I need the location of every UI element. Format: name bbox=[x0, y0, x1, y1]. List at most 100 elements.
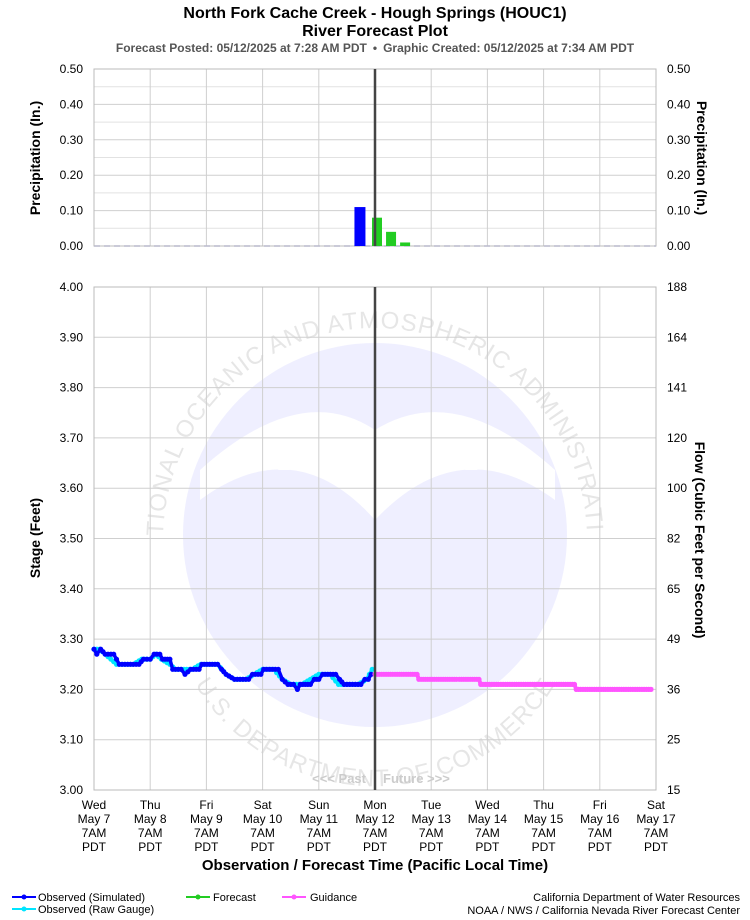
series-point-guidance bbox=[648, 686, 654, 693]
flow-y-tick-label: 120 bbox=[667, 431, 687, 445]
series-point-observed-simulated bbox=[196, 666, 202, 672]
precip-bar bbox=[372, 217, 382, 246]
legend-observed-simulated: Observed (Simulated) bbox=[12, 892, 145, 904]
chart-meta-line: Forecast Posted: 05/12/2025 at 7:28 AM P… bbox=[116, 41, 635, 55]
stage-y-tick-label: 3.60 bbox=[60, 481, 84, 495]
x-tick-label: Fri May 16 7AM PDT bbox=[580, 798, 620, 854]
precip-left-axis-title: Precipitation (In.) bbox=[27, 101, 43, 215]
precip-y-tick-label-right: 0.10 bbox=[667, 204, 691, 218]
precip-y-tick-label: 0.10 bbox=[60, 204, 84, 218]
future-label: Future >>> bbox=[383, 771, 450, 786]
legend-forecast: Forecast bbox=[186, 892, 256, 904]
precip-y-tick-label-right: 0.20 bbox=[667, 168, 691, 182]
precip-y-tick-label: 0.30 bbox=[60, 133, 84, 147]
flow-y-tick-label: 141 bbox=[667, 381, 687, 395]
precip-y-tick-label-right: 0.40 bbox=[667, 97, 691, 111]
series-point-observed-simulated bbox=[365, 676, 371, 682]
precip-right-axis-title: Precipitation (In.) bbox=[694, 101, 710, 215]
series-point-observed-simulated bbox=[368, 671, 374, 677]
series-point-observed-simulated bbox=[157, 651, 163, 657]
precip-y-tick-label-right: 0.30 bbox=[667, 133, 691, 147]
stage-y-tick-label: 3.90 bbox=[60, 330, 84, 344]
series-point-observed-simulated bbox=[275, 666, 281, 672]
legend-marker-guidance bbox=[291, 894, 297, 900]
stage-y-tick-label: 3.20 bbox=[60, 682, 84, 696]
credit-noaa: NOAA / NWS / California Nevada River For… bbox=[467, 905, 740, 917]
precip-y-tick-label: 0.40 bbox=[60, 97, 84, 111]
precip-y-tick-label-right: 0.00 bbox=[667, 239, 691, 253]
series-point-observed-simulated bbox=[111, 651, 117, 657]
meta-separator: • bbox=[373, 41, 377, 55]
x-tick-label: Sat May 17 7AM PDT bbox=[636, 798, 676, 854]
legend-label-guidance: Guidance bbox=[310, 892, 357, 904]
x-tick-label: Sun May 11 7AM PDT bbox=[300, 798, 339, 854]
series-point-guidance bbox=[571, 681, 578, 688]
flow-y-tick-label: 100 bbox=[667, 481, 687, 495]
precip-bar bbox=[354, 207, 366, 246]
series-point-observed-simulated bbox=[333, 671, 339, 677]
legend-label-observed-simulated: Observed (Simulated) bbox=[38, 892, 145, 904]
series-point-observed-simulated bbox=[178, 666, 184, 672]
stage-y-tick-label: 3.00 bbox=[60, 783, 84, 797]
series-point-observed-simulated bbox=[294, 686, 300, 693]
flow-axis-title: Flow (Cubic Feet per Second) bbox=[692, 442, 708, 639]
x-axis-title: Observation / Forecast Time (Pacific Loc… bbox=[202, 857, 548, 874]
x-tick-label: Mon May 12 7AM PDT bbox=[355, 798, 395, 854]
legend-marker-observed-raw bbox=[21, 906, 27, 912]
flow-y-tick-label: 49 bbox=[667, 632, 681, 646]
series-point-observed-simulated bbox=[91, 646, 97, 652]
series-point-observed-simulated bbox=[358, 681, 364, 688]
x-tick-label: Wed May 7 7AM PDT bbox=[78, 798, 111, 854]
x-tick-label: Sat May 10 7AM PDT bbox=[243, 798, 283, 854]
flow-y-tick-label: 15 bbox=[667, 783, 681, 797]
stage-y-tick-label: 4.00 bbox=[60, 280, 84, 294]
series-point-guidance bbox=[476, 676, 482, 682]
precip-y-tick-label: 0.20 bbox=[60, 168, 84, 182]
series-point-observed-simulated bbox=[246, 676, 252, 682]
legend-label-observed-raw: Observed (Raw Gauge) bbox=[38, 904, 154, 916]
x-tick-label: Tue May 13 7AM PDT bbox=[412, 798, 452, 854]
series-point-observed-simulated bbox=[258, 671, 264, 677]
series-point-observed-simulated bbox=[94, 651, 100, 657]
precip-y-tick-label: 0.00 bbox=[60, 239, 84, 253]
x-tick-label: Wed May 14 7AM PDT bbox=[468, 798, 508, 854]
flow-y-tick-label: 82 bbox=[667, 532, 681, 546]
flow-y-tick-label: 25 bbox=[667, 733, 681, 747]
stage-axis-title: Stage (Feet) bbox=[27, 498, 43, 578]
forecast-posted: Forecast Posted: 05/12/2025 at 7:28 AM P… bbox=[116, 41, 368, 55]
credit-dwr: California Department of Water Resources bbox=[533, 892, 740, 904]
series-point-observed-simulated bbox=[113, 656, 120, 662]
precip-bar bbox=[400, 242, 411, 246]
legend-label-forecast: Forecast bbox=[213, 892, 256, 904]
legend: Observed (Simulated) Observed (Raw Gauge… bbox=[12, 892, 357, 916]
series-point-observed-raw-gauge bbox=[369, 666, 375, 672]
series-point-observed-simulated bbox=[290, 681, 297, 688]
chart-title: North Fork Cache Creek - Hough Springs (… bbox=[183, 5, 566, 22]
past-label: <<< Past bbox=[312, 771, 367, 786]
series-point-observed-simulated bbox=[307, 681, 313, 688]
precip-bar bbox=[386, 231, 397, 246]
noaa-watermark: NOAA NATIONAL OCEANIC AND ATMOSPHERIC AD… bbox=[0, 0, 607, 792]
noaa-bird-shape bbox=[200, 412, 555, 520]
stage-y-tick-label: 3.40 bbox=[60, 582, 84, 596]
flow-y-tick-label: 188 bbox=[667, 280, 687, 294]
x-tick-label: Thu May 15 7AM PDT bbox=[524, 798, 564, 854]
flow-y-tick-label: 36 bbox=[667, 682, 681, 696]
flow-y-tick-label: 65 bbox=[667, 582, 681, 596]
graphic-created: Graphic Created: 05/12/2025 at 7:34 AM P… bbox=[383, 41, 635, 55]
series-point-observed-simulated bbox=[316, 676, 322, 682]
legend-marker-observed-simulated bbox=[21, 894, 27, 900]
series-point-observed-simulated bbox=[147, 656, 153, 662]
x-tick-label: Fri May 9 7AM PDT bbox=[190, 798, 223, 854]
legend-observed-raw: Observed (Raw Gauge) bbox=[12, 904, 154, 916]
series-point-guidance bbox=[414, 671, 420, 677]
x-tick-label: Thu May 8 7AM PDT bbox=[134, 798, 167, 854]
precip-y-tick-label: 0.50 bbox=[60, 62, 84, 76]
precipitation-panel: 0.00 0.00 0.10 0.10 0.20 0.20 0.30 0.30 0.40 0.40… bbox=[60, 62, 691, 253]
stage-panel: 3.00 15 3.10 25 3.20 36 3.30 49 3.40 65 3.50 82 3.60… bbox=[60, 280, 688, 854]
chart-subtitle: River Forecast Plot bbox=[302, 23, 449, 40]
stage-y-tick-label: 3.30 bbox=[60, 632, 84, 646]
stage-y-tick-label: 3.50 bbox=[60, 532, 84, 546]
stage-y-tick-label: 3.80 bbox=[60, 381, 84, 395]
